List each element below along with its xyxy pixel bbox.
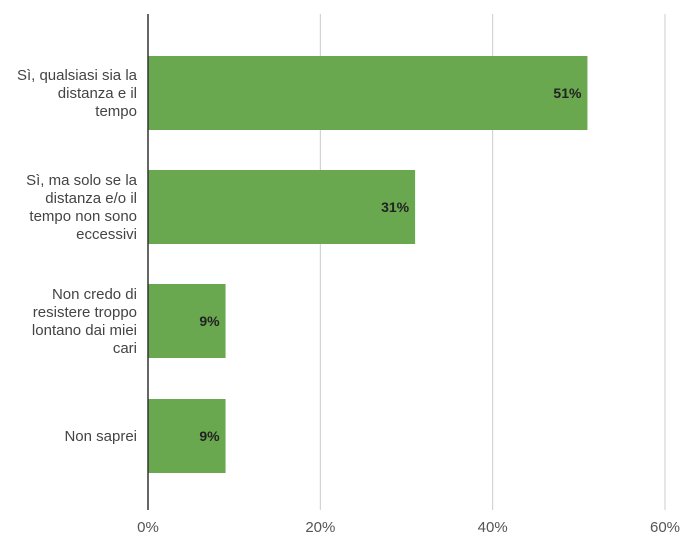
- data-label: 9%: [199, 428, 220, 444]
- x-tick-label: 60%: [650, 519, 680, 534]
- bar: [148, 56, 588, 130]
- bar: [148, 170, 416, 244]
- x-tick-label: 40%: [478, 519, 508, 534]
- data-label: 51%: [553, 85, 582, 101]
- category-label: Non saprei: [64, 428, 137, 445]
- bar: [148, 284, 226, 358]
- bar: [148, 399, 226, 473]
- category-label: Sì, ma solo se la distanza e/o il tempo no…: [26, 172, 138, 243]
- category-label: Sì, qualsiasi sia la distanza e il tempo: [17, 67, 138, 120]
- data-label: 31%: [381, 199, 410, 215]
- category-label: Non credo di resistere troppo lontano dai …: [32, 286, 137, 357]
- data-label: 9%: [199, 313, 220, 329]
- x-tick-label: 0%: [137, 519, 159, 534]
- bars: [148, 56, 588, 473]
- x-tick-label: 20%: [305, 519, 335, 534]
- labels: 0% 20% 40% 60% 51% Sì, qualsiasi sia la distan…: [17, 67, 680, 534]
